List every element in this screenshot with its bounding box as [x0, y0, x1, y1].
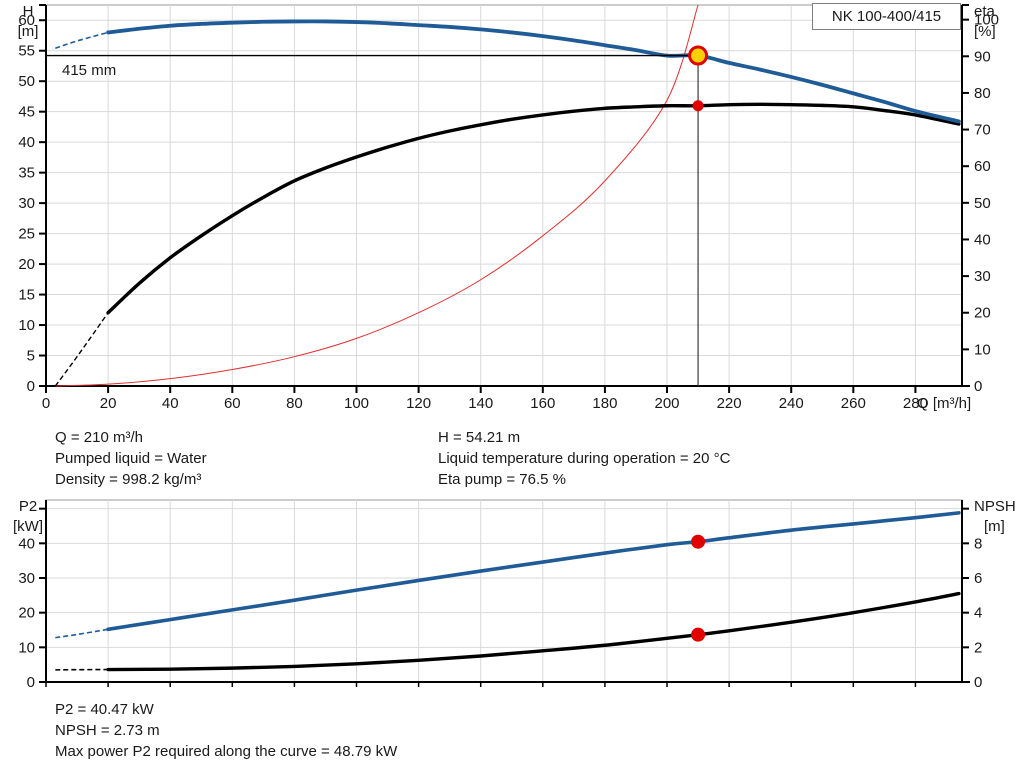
- impeller-diameter-label: 415 mm: [62, 62, 117, 79]
- tick-label-eta: 70: [974, 122, 991, 139]
- duty-point-efficiency-marker: [692, 100, 704, 112]
- tick-label-flow: 20: [100, 395, 117, 412]
- tick-label-flow: 80: [286, 395, 303, 412]
- power-info-block: P2 = 40.47 kW NPSH = 2.73 m Max power P2…: [55, 699, 397, 762]
- power-npsh-chart: 0 10 20 30 40 0 2 4 6 8 P2 [kW] NPSH [m]: [13, 498, 1016, 691]
- power-curve: [106, 511, 961, 632]
- y-axis-left-title: H: [23, 3, 34, 20]
- tick-label-flow: 140: [468, 395, 493, 412]
- x-axis-title: Q [m³/h]: [917, 395, 971, 412]
- tick-label-head: 40: [18, 134, 35, 151]
- head-curve: [106, 19, 961, 124]
- info-pumped-liquid: Pumped liquid = Water: [55, 450, 207, 467]
- tick-label-eta: 40: [974, 231, 991, 248]
- tick-label-head: 0: [27, 378, 35, 395]
- tick-label-flow: 160: [530, 395, 555, 412]
- tick-label-eta: 80: [974, 85, 991, 102]
- tick-label-power: 40: [18, 535, 35, 552]
- tick-label-head: 55: [18, 43, 35, 60]
- tick-label-flow: 240: [779, 395, 804, 412]
- tick-label-flow: 100: [344, 395, 369, 412]
- tick-label-head: 10: [18, 317, 35, 334]
- duty-point-npsh-marker: [691, 627, 706, 642]
- duty-point-power-marker: [691, 534, 706, 549]
- tick-label-power: 30: [18, 570, 35, 587]
- y-axis-right-title-bottom: NPSH: [974, 498, 1016, 515]
- plot-frame-top: [45, 4, 963, 387]
- tick-label-head: 5: [27, 348, 35, 365]
- y-axis-left-unit-bottom: [kW]: [13, 518, 43, 535]
- tick-label-head: 30: [18, 195, 35, 212]
- y-axis-left-unit: [m]: [18, 23, 39, 40]
- tick-label-head: 45: [18, 104, 35, 121]
- y-axis-left-title-bottom: P2: [19, 498, 37, 515]
- info-liquid-temperature: Liquid temperature during operation = 20…: [438, 450, 731, 467]
- info-eta-pump: Eta pump = 76.5 %: [438, 471, 566, 488]
- tick-label-eta: 10: [974, 341, 991, 358]
- tick-label-eta: 60: [974, 158, 991, 175]
- duty-locator-curve: [55, 4, 699, 387]
- tick-label-npsh: 0: [974, 674, 982, 691]
- tick-label-flow: 40: [162, 395, 179, 412]
- tick-label-eta: 0: [974, 378, 982, 395]
- tick-label-head: 35: [18, 165, 35, 182]
- tick-label-power: 20: [18, 605, 35, 622]
- tick-label-flow: 260: [841, 395, 866, 412]
- duty-info-right: H = 54.21 m Liquid temperature during op…: [438, 427, 730, 490]
- tick-label-npsh: 4: [974, 605, 982, 622]
- tick-label-flow: 120: [406, 395, 431, 412]
- power-curve-extrapolated: [55, 628, 109, 639]
- y-axis-right-unit: [%]: [974, 23, 996, 40]
- pump-model-title-box: NK 100-400/415: [812, 3, 961, 30]
- info-density: Density = 998.2 kg/m³: [55, 471, 202, 488]
- info-max-power: Max power P2 required along the curve = …: [55, 743, 398, 760]
- tick-label-flow: 200: [655, 395, 680, 412]
- tick-label-head: 20: [18, 256, 35, 273]
- head-efficiency-chart: 0 5 10 15 20 25 30 35 40 45 50 55 60 0 10 20 30 40 50 60 70 8…: [18, 3, 999, 412]
- tick-label-npsh: 2: [974, 639, 982, 656]
- tick-label-power: 10: [18, 639, 35, 656]
- tick-label-flow: 60: [224, 395, 241, 412]
- tick-label-flow: 0: [42, 395, 50, 412]
- tick-label-flow: 180: [592, 395, 617, 412]
- info-q: Q = 210 m³/h: [55, 429, 143, 446]
- tick-label-head: 25: [18, 226, 35, 243]
- y-axis-right-unit-bottom: [m]: [984, 518, 1005, 535]
- y-axis-right-title: eta: [974, 3, 996, 20]
- info-p2: P2 = 40.47 kW: [55, 701, 154, 718]
- head-curve-extrapolated: [55, 31, 109, 50]
- tick-label-head: 60: [18, 12, 35, 29]
- tick-label-head: 50: [18, 73, 35, 90]
- duty-point-marker: [688, 45, 709, 66]
- tick-label-head: 15: [18, 287, 35, 304]
- eta-curve-extrapolated: [54, 312, 109, 387]
- tick-label-flow: 220: [717, 395, 742, 412]
- tick-label-power: 0: [27, 674, 35, 691]
- tick-label-eta: 100: [974, 12, 999, 29]
- plot-frame-bottom: [45, 499, 963, 683]
- tick-label-eta: 90: [974, 48, 991, 65]
- info-h: H = 54.21 m: [438, 429, 521, 446]
- tick-label-eta: 20: [974, 305, 991, 322]
- tick-label-flow: 280: [903, 395, 928, 412]
- duty-info-left: Q = 210 m³/h Pumped liquid = Water Densi…: [55, 427, 207, 490]
- tick-label-eta: 30: [974, 268, 991, 285]
- efficiency-curve: [106, 102, 961, 315]
- info-npsh: NPSH = 2.73 m: [55, 722, 160, 739]
- npsh-curve: [106, 591, 961, 672]
- tick-label-npsh: 6: [974, 570, 982, 587]
- tick-label-eta: 50: [974, 195, 991, 212]
- tick-label-npsh: 8: [974, 535, 982, 552]
